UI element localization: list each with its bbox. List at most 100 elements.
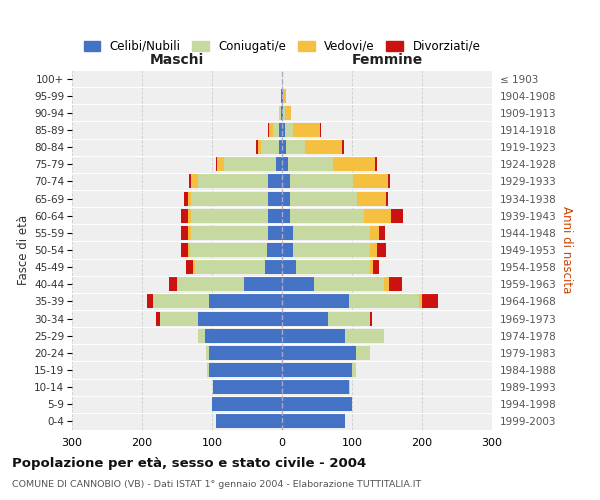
Bar — [293, 226, 370, 240]
Bar — [209, 363, 282, 377]
Bar — [181, 226, 187, 240]
Bar — [265, 260, 282, 274]
Bar — [193, 260, 194, 274]
Bar — [370, 243, 377, 257]
Bar — [293, 123, 320, 137]
Bar — [147, 294, 152, 308]
Bar — [198, 328, 205, 342]
Bar — [217, 158, 224, 172]
Bar — [341, 140, 344, 154]
Bar — [266, 243, 282, 257]
Bar — [184, 192, 187, 205]
Bar — [282, 260, 296, 274]
Bar — [357, 192, 386, 205]
Bar — [209, 346, 282, 360]
Bar — [268, 174, 282, 188]
Bar — [191, 208, 268, 222]
Bar — [188, 243, 190, 257]
Bar — [386, 192, 388, 205]
Bar — [224, 158, 277, 172]
Bar — [269, 123, 273, 137]
Bar — [352, 363, 355, 377]
Bar — [355, 346, 370, 360]
Bar — [206, 346, 209, 360]
Bar — [189, 174, 191, 188]
Bar — [375, 158, 377, 172]
Bar — [296, 260, 370, 274]
Bar — [214, 380, 282, 394]
Bar — [278, 106, 281, 120]
Bar — [215, 158, 217, 172]
Bar — [333, 158, 375, 172]
Bar — [287, 158, 333, 172]
Text: COMUNE DI CANNOBIO (VB) - Dati ISTAT 1° gennaio 2004 - Elaborazione TUTTITALIA.I: COMUNE DI CANNOBIO (VB) - Dati ISTAT 1° … — [12, 480, 421, 489]
Bar — [282, 346, 355, 360]
Bar — [181, 208, 187, 222]
Bar — [290, 208, 364, 222]
Bar — [282, 312, 328, 326]
Bar — [282, 294, 349, 308]
Bar — [286, 140, 305, 154]
Bar — [152, 294, 209, 308]
Bar — [383, 278, 389, 291]
Y-axis label: Anni di nascita: Anni di nascita — [560, 206, 573, 294]
Bar — [282, 226, 293, 240]
Text: Femmine: Femmine — [352, 52, 422, 66]
Bar — [191, 174, 198, 188]
Bar — [277, 158, 282, 172]
Bar — [187, 226, 191, 240]
Bar — [290, 174, 353, 188]
Bar — [370, 312, 372, 326]
Bar — [282, 174, 290, 188]
Bar — [169, 278, 177, 291]
Bar — [186, 260, 193, 274]
Bar — [181, 243, 188, 257]
Bar — [293, 243, 370, 257]
Bar — [190, 243, 266, 257]
Bar — [198, 312, 282, 326]
Text: Maschi: Maschi — [150, 52, 204, 66]
Bar — [282, 192, 290, 205]
Bar — [328, 312, 370, 326]
Bar — [282, 414, 345, 428]
Bar — [370, 226, 379, 240]
Bar — [282, 243, 293, 257]
Bar — [278, 140, 282, 154]
Bar — [278, 123, 282, 137]
Bar — [422, 294, 438, 308]
Bar — [389, 278, 402, 291]
Bar — [156, 312, 160, 326]
Bar — [282, 278, 314, 291]
Bar — [244, 278, 282, 291]
Bar — [282, 363, 352, 377]
Bar — [379, 226, 385, 240]
Bar — [282, 140, 286, 154]
Bar — [320, 123, 321, 137]
Bar — [268, 226, 282, 240]
Bar — [282, 398, 352, 411]
Bar — [215, 414, 282, 428]
Bar — [177, 278, 244, 291]
Bar — [305, 140, 341, 154]
Bar — [314, 278, 383, 291]
Bar — [283, 88, 286, 102]
Bar — [207, 363, 209, 377]
Bar — [160, 312, 198, 326]
Text: Popolazione per età, sesso e stato civile - 2004: Popolazione per età, sesso e stato civil… — [12, 458, 366, 470]
Bar — [388, 174, 390, 188]
Bar — [282, 106, 283, 120]
Y-axis label: Fasce di età: Fasce di età — [17, 215, 30, 285]
Bar — [257, 140, 261, 154]
Bar — [256, 140, 257, 154]
Bar — [209, 294, 282, 308]
Bar — [268, 208, 282, 222]
Bar — [191, 226, 268, 240]
Legend: Celibi/Nubili, Coniugati/e, Vedovi/e, Divorziati/e: Celibi/Nubili, Coniugati/e, Vedovi/e, Di… — [83, 40, 481, 53]
Bar — [370, 260, 373, 274]
Bar — [268, 192, 282, 205]
Bar — [419, 294, 422, 308]
Bar — [282, 158, 287, 172]
Bar — [377, 243, 386, 257]
Bar — [282, 208, 290, 222]
Bar — [285, 106, 291, 120]
